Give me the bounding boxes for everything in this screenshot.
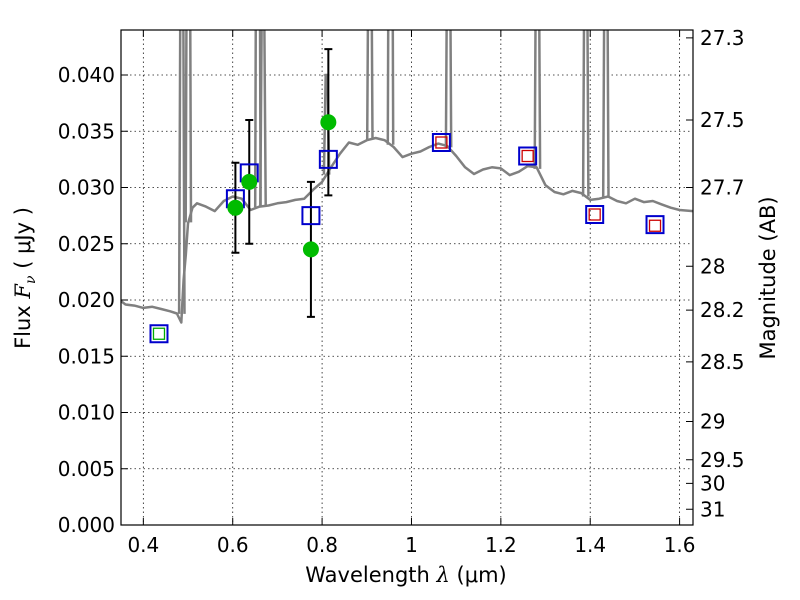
x-tick-label: 0.6	[217, 533, 249, 557]
x-tick-label: 0.4	[127, 533, 159, 557]
y-axis-label: Flux Fν ( μJy )	[11, 207, 39, 349]
y2-tick-label: 29	[700, 410, 725, 434]
grid	[121, 30, 693, 526]
axes-ticks: 0.4 0.6 0.8 1 1.2 1.4 1.6 0.000 0.005 0.010 0.015 0…	[58, 26, 745, 557]
y-tick-label: 0.015	[58, 344, 115, 368]
y-tick-label: 0.035	[58, 119, 115, 143]
y2-tick-label: 28.5	[700, 350, 745, 374]
y2-tick-label: 27.5	[700, 108, 745, 132]
y2-tick-label: 27.3	[700, 26, 745, 50]
model-photometry-box	[518, 146, 538, 166]
x-tick-label: 1.4	[574, 533, 606, 557]
spectrum-line	[121, 136, 693, 324]
inner-marker	[521, 149, 534, 163]
model-photometry-box	[301, 206, 321, 226]
observed-point	[241, 173, 258, 190]
inner-marker	[435, 136, 448, 149]
y-tick-label: 0.000	[58, 513, 115, 537]
observed-point	[320, 114, 337, 131]
x-axis-label: Wavelength λ (μm)	[305, 563, 506, 587]
inner-marker	[588, 208, 601, 221]
y-tick-label: 0.030	[58, 176, 115, 200]
y2-axis-label: Magnitude (AB)	[756, 196, 780, 359]
observed-point	[302, 241, 319, 258]
y-tick-label: 0.040	[58, 63, 115, 87]
plot-area	[121, 30, 693, 344]
y2-tick-label: 28	[700, 254, 725, 278]
model-photometry-box	[585, 205, 605, 224]
x-tick-label: 0.8	[306, 533, 338, 557]
model-photometry-box	[431, 133, 451, 152]
y-tick-label: 0.010	[58, 401, 115, 425]
model-photometry-box	[318, 149, 338, 169]
y2-tick-label: 29.5	[700, 448, 745, 472]
y2-tick-label: 31	[700, 497, 725, 521]
x-tick-label: 1.6	[664, 533, 696, 557]
y-tick-label: 0.005	[58, 457, 115, 481]
model-photometry-box	[645, 215, 665, 235]
observed-point	[227, 199, 244, 216]
y2-tick-label: 30	[700, 471, 725, 495]
y2-tick-label: 28.2	[700, 298, 745, 322]
inner-marker	[152, 327, 166, 340]
emission-line	[259, 30, 267, 207]
plot-frame	[120, 29, 694, 526]
y2-tick-label: 27.7	[700, 176, 745, 200]
inner-marker	[648, 219, 662, 232]
model-photometry-box	[149, 324, 169, 344]
x-tick-label: 1	[405, 533, 418, 557]
y-tick-label: 0.025	[58, 232, 115, 256]
y-tick-label: 0.020	[58, 288, 115, 312]
x-tick-label: 1.2	[485, 533, 517, 557]
emission-line	[177, 30, 186, 314]
